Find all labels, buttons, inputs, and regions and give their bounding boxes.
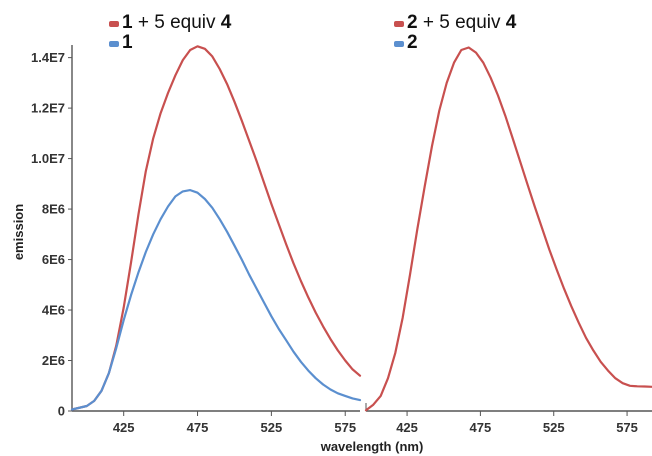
legend-entry: 1 [122,32,133,53]
panel-1: 425 475 525 575 0 2E6 4E6 6E6 8E6 1.0E7 1.2E7 1.4E7… [31,12,362,435]
legend-swatch [394,41,404,47]
legend-swatch [109,21,119,27]
x-tick-label: 525 [543,420,565,435]
series-line-1 [364,46,652,412]
series-line-1 [70,45,362,411]
legend-text-part: + 5 equiv [133,12,221,33]
legend-entry: 2 [407,32,418,53]
x-tick-label: 425 [113,420,135,435]
legend-text-part: + 5 equiv [418,12,506,33]
y-tick-label: 6E6 [42,252,65,267]
x-tick-label: 575 [616,420,638,435]
legend-entry: 2 + 5 equiv 4 [407,12,517,33]
legend-text-part: 2 [407,32,418,53]
y-tick-label: 2E6 [42,353,65,368]
legend-swatch [109,41,119,47]
legend-text-part: 4 [506,12,517,33]
y-tick-label: 1.2E7 [31,101,65,116]
x-tick-label: 525 [261,420,283,435]
x-tick-label: 475 [470,420,492,435]
legend-text-part: 1 [122,32,133,53]
legend-entry: 1 + 5 equiv 4 [122,12,232,33]
y-tick-label: 1.4E7 [31,50,65,65]
x-axis-title: wavelength (nm) [320,439,424,454]
x-tick-label: 425 [396,420,418,435]
series-line-2 [70,189,362,411]
x-tick-label: 575 [334,420,356,435]
legend-swatch [394,21,404,27]
y-tick-label: 0 [58,404,65,419]
y-tick-label: 8E6 [42,202,65,217]
y-tick-label: 1.0E7 [31,151,65,166]
legend-text-part: 2 [407,12,418,33]
legend-text-part: 1 [122,12,133,33]
legend-text-part: 4 [221,12,232,33]
y-tick-label: 4E6 [42,303,65,318]
y-axis-title: emission [11,204,26,260]
x-tick-label: 475 [187,420,209,435]
